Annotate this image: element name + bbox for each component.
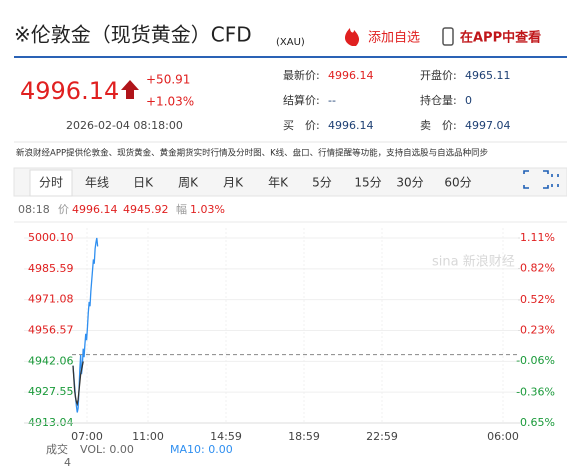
y2-tick-label: -0.36% [516,386,555,399]
info-pct-label: 幅 [176,203,187,216]
tab[interactable]: 周K [178,176,199,190]
y2-tick-label: 1.11% [520,231,555,244]
field-value: 4965.11 [465,69,511,82]
field-label: 卖 价: [420,119,457,132]
info-pct: 1.03% [190,203,225,216]
y2-tick-label: -0.65% [516,416,555,429]
tab[interactable]: 30分 [396,176,423,190]
y2-tick-label: 0.52% [520,293,555,306]
change: +50.91 [146,73,190,87]
price-line [72,237,99,413]
tab[interactable]: 5分 [312,176,332,190]
field-value: 4997.04 [465,119,511,132]
x-tick-label: 18:59 [288,430,320,443]
tab[interactable]: 年K [268,176,289,190]
tab[interactable]: 15分 [354,176,381,190]
phone-icon[interactable] [442,27,454,46]
tab[interactable]: 60分 [444,176,471,190]
fullscreen-icon[interactable] [523,170,549,189]
ma10-value: MA10: 0.00 [170,443,233,456]
tab[interactable]: 年线 [85,176,109,190]
code: (XAU) [276,37,305,48]
field-value: 4996.14 [328,119,374,132]
x-tick-label: 14:59 [210,430,242,443]
info-avg: 4945.92 [123,203,169,216]
field-label: 买 价: [283,119,320,132]
y-tick-label: 4956.57 [28,324,74,337]
watermark: sina 新浪财经 [432,254,515,270]
x-tick-label: 07:00 [71,430,103,443]
y-tick-label: 4985.59 [28,262,74,275]
field-label: 开盘价: [420,68,457,82]
y-tick-label: 4927.55 [28,385,74,398]
notice: 新浪财经APP提供伦敦金、现货黄金、黄金期货实时行情及分时图、K线、盘口、行情提… [16,148,488,159]
info-time: 08:18 [18,203,50,216]
open-app[interactable]: 在APP中查看 [460,30,541,46]
field-label: 结算价: [283,93,320,107]
volume-value: VOL: 0.00 [80,443,134,456]
add-watchlist[interactable]: 添加自选 [368,31,420,46]
change-pct: +1.03% [146,95,194,109]
up-arrow [121,80,139,99]
tab-bar [13,167,567,197]
tab[interactable]: 分时 [39,176,63,190]
price: 4996.14 [20,77,119,105]
tab-selected [29,169,73,197]
field-value: 0 [465,94,472,107]
y2-tick-label: -0.06% [516,354,555,367]
more-icon[interactable] [551,174,559,187]
quote-time: 2026-02-04 08:18:00 [66,119,183,132]
volume-tick: 4 [64,456,71,467]
info-price: 4996.14 [72,203,118,216]
y2-tick-label: 0.23% [520,324,555,337]
x-tick-label: 22:59 [366,430,398,443]
x-tick-label: 11:00 [132,430,164,443]
y-tick-label: 5000.10 [28,231,74,244]
field-value: -- [328,94,336,107]
tab[interactable]: 月K [223,176,244,190]
x-tick-label: 06:00 [487,430,519,443]
field-label: 持仓量: [420,93,457,107]
field-value: 4996.14 [328,69,374,82]
y-tick-label: 4971.08 [28,293,74,306]
y2-tick-label: 0.82% [520,261,555,274]
field-label: 最新价: [283,68,320,82]
y-tick-label: 4942.06 [28,354,74,367]
price-line [72,361,84,407]
volume-label: 成交 [46,442,68,456]
title: ※伦敦金（现货黄金）CFD [14,23,252,47]
flame-icon[interactable] [345,28,360,46]
tab[interactable]: 日K [133,176,154,190]
info-price-label: 价 [58,203,69,216]
